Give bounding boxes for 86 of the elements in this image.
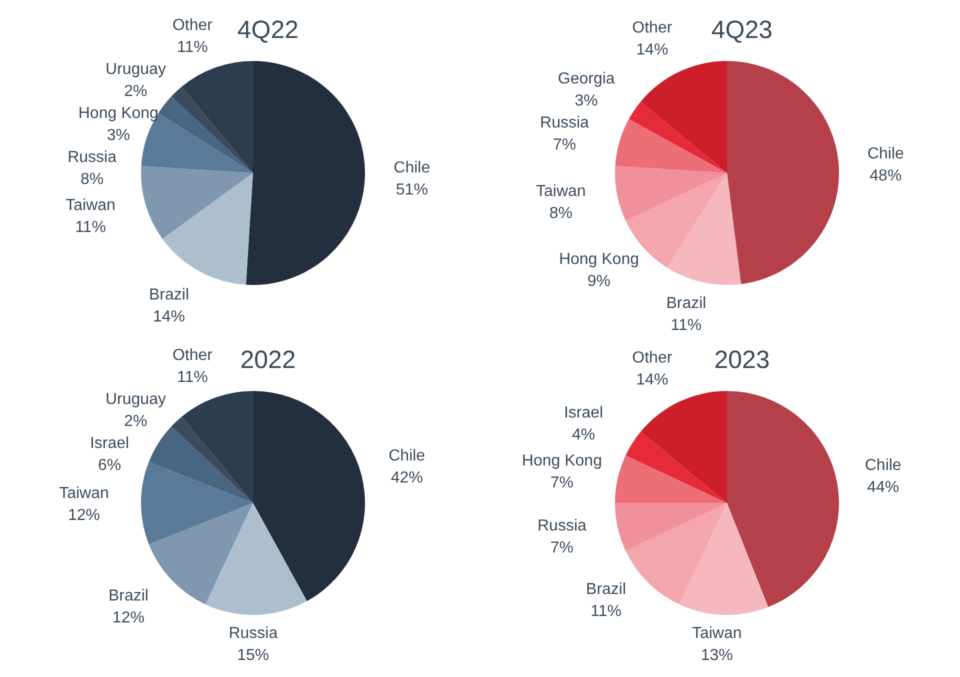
data-label: 42% [390, 470, 423, 487]
slice-label: Georgia [558, 70, 615, 88]
slice-label: Israel [564, 404, 604, 422]
pie-slice [246, 61, 365, 285]
slice-label: Russia [540, 114, 590, 132]
data-label: 7% [552, 136, 576, 154]
pie-slice [171, 416, 253, 503]
slice-label: Other [172, 347, 214, 364]
data-label: 3% [106, 127, 130, 144]
data-label: 11% [670, 317, 702, 334]
data-label: 11% [75, 218, 106, 236]
slice-label: Chile [864, 456, 902, 474]
pie-slice [253, 391, 365, 602]
data-label: 2% [124, 413, 148, 430]
pie-slice [679, 503, 768, 615]
data-label: 6% [98, 457, 122, 474]
data-label: 7% [550, 540, 574, 557]
pie-slice [640, 61, 727, 173]
slice-label: Other [172, 17, 214, 34]
slice-label: Taiwan [59, 485, 109, 502]
pie-slice [162, 173, 253, 285]
chart-title: 2022 [239, 346, 297, 375]
data-label: 51% [396, 182, 428, 199]
slice-label: Brazil [586, 581, 626, 598]
pie-slice [141, 462, 253, 544]
pie-slice [182, 391, 253, 503]
pie-slice [615, 503, 727, 551]
pie-slice [158, 96, 253, 173]
pie-slice [628, 102, 727, 173]
slice-label: Other [632, 349, 673, 366]
slice-label: Taiwan [536, 183, 586, 200]
data-label: 11% [590, 603, 622, 620]
pie-slice [640, 391, 727, 503]
chart-title: 2023 [713, 346, 771, 375]
pie-slice [666, 173, 742, 285]
slice-label: Chile [867, 146, 904, 163]
slice-label: Russia [68, 149, 117, 166]
slice-label: Brazil [666, 295, 706, 312]
data-label: 8% [80, 171, 104, 188]
data-label: 12% [68, 507, 100, 524]
slice-label: Russia [228, 625, 278, 642]
pie-slice [148, 503, 253, 604]
data-label: 11% [177, 369, 208, 386]
pie-slice [626, 432, 727, 503]
pie-slice [148, 426, 253, 503]
pie-slice [727, 61, 839, 284]
pie-slice [615, 166, 727, 221]
data-label: 13% [700, 647, 733, 664]
data-label: 14% [636, 371, 668, 388]
data-label: 3% [574, 92, 598, 110]
slice-label: Uruguay [105, 391, 166, 408]
slice-label: Brazil [148, 286, 189, 304]
pie-slice [727, 391, 839, 608]
data-label: 7% [550, 474, 574, 492]
slice-label: Chile [394, 160, 430, 177]
data-label: 15% [237, 647, 270, 664]
slice-label: Hong Kong [558, 251, 640, 268]
pie-slice [626, 503, 727, 604]
pie-slice [615, 119, 727, 173]
pie-slice [171, 86, 253, 173]
data-label: 4% [572, 426, 596, 444]
data-label: 2% [124, 83, 148, 100]
slice-label: Russia [537, 518, 587, 535]
data-label: 14% [636, 41, 668, 58]
pie-slice [205, 503, 307, 615]
pie-slice [141, 166, 253, 239]
slice-label: Uruguay [105, 61, 166, 78]
data-label: 12% [112, 610, 144, 627]
slice-label: Taiwan [66, 196, 116, 214]
chart-title: 4Q23 [710, 16, 774, 45]
data-label: 11% [177, 39, 208, 56]
data-label: 9% [587, 273, 611, 290]
slice-label: Other [632, 19, 673, 36]
slice-label: Taiwan [692, 625, 742, 642]
data-label: 48% [870, 168, 902, 185]
pie-slice [182, 61, 253, 173]
slice-label: Hong Kong [78, 105, 158, 122]
data-label: 44% [867, 478, 900, 496]
slice-label: Hong Kong [522, 452, 602, 470]
data-label: 8% [549, 205, 572, 222]
slice-label: Chile [388, 448, 426, 465]
data-label: 14% [152, 308, 186, 326]
chart-title: 4Q22 [236, 16, 300, 45]
slice-label: Brazil [108, 588, 148, 605]
slice-label: Israel [90, 435, 130, 452]
pie-slice [615, 455, 727, 503]
